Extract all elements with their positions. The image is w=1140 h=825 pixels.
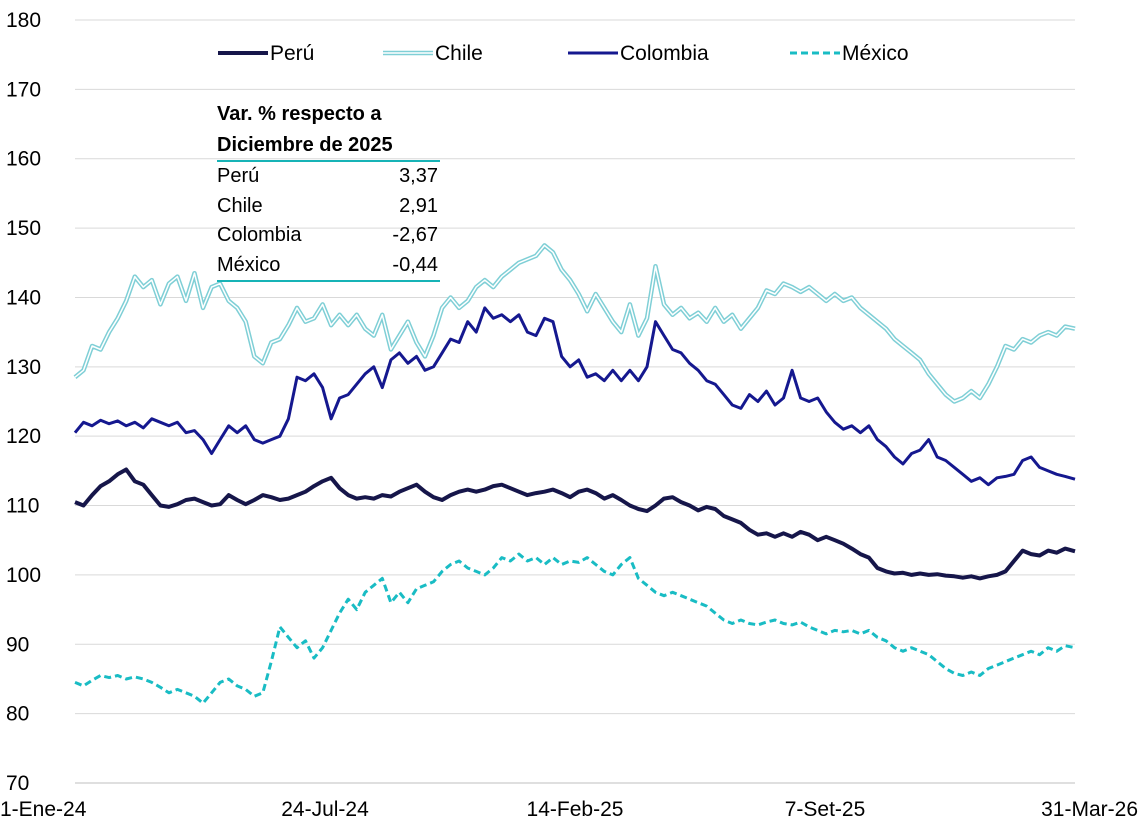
legend-label: Colombia [620, 42, 709, 65]
table-value: 2,91 [399, 194, 438, 217]
table-country: México [217, 253, 281, 276]
y-tick-label: 90 [6, 633, 29, 656]
series-lines [73, 243, 1076, 705]
x-axis: 1-Ene-24 24-Jul-24 14-Feb-25 7-Set-25 31-Mar… [0, 782, 1138, 821]
legend-item: Colombia [568, 42, 709, 65]
table-value: -2,67 [392, 224, 438, 246]
table-value: -0,44 [392, 253, 438, 276]
y-axis: 70 80 90 100 110 120 130 140 150 160 170 180 [6, 9, 41, 795]
y-tick-label: 140 [6, 286, 41, 309]
series-line-chile-inner [74, 244, 1076, 403]
table-value: 3,37 [399, 165, 438, 187]
legend-item: México [790, 42, 909, 65]
x-tick-label: 1-Ene-24 [0, 798, 87, 821]
table-country: Chile [217, 194, 263, 217]
table-title-line2: Diciembre de 2025 [217, 129, 440, 162]
table-row: México -0,44 [217, 251, 440, 282]
y-tick-label: 80 [6, 703, 29, 726]
legend-label: Chile [435, 42, 483, 65]
y-tick-label: 170 [6, 78, 41, 101]
series-line-mexico [74, 552, 1076, 705]
table-title-line1: Var. % respecto a [217, 103, 382, 125]
series-line-chile [73, 243, 1076, 404]
table-country: Perú [217, 165, 260, 187]
gridlines [75, 19, 1075, 715]
series-line-colombia [73, 306, 1076, 487]
table-country: Colombia [217, 224, 302, 246]
series-line-peru [74, 467, 1076, 581]
table-row: Colombia -2,67 [217, 221, 440, 251]
y-tick-label: 160 [6, 148, 41, 171]
x-tick-label: 24-Jul-24 [281, 798, 369, 821]
legend-item: Chile [383, 42, 483, 65]
table-row: Chile 2,91 [217, 192, 440, 222]
y-tick-label: 150 [6, 217, 41, 240]
y-tick-label: 100 [6, 564, 41, 587]
x-tick-label: 14-Feb-25 [527, 798, 624, 821]
y-tick-label: 130 [6, 356, 41, 379]
variation-table: Var. % respecto a Diciembre de 2025 Perú… [217, 98, 440, 282]
y-tick-label: 70 [6, 772, 29, 795]
legend-label: México [842, 42, 909, 65]
table-row: Perú 3,37 [217, 162, 440, 192]
legend: Perú Chile Colombia México [218, 42, 909, 65]
y-tick-label: 180 [6, 9, 41, 32]
y-tick-label: 110 [6, 495, 39, 518]
legend-item: Perú [218, 42, 314, 65]
x-tick-label: 7-Set-25 [785, 798, 866, 821]
x-tick-label: 31-Mar-26 [1041, 798, 1138, 821]
legend-label: Perú [270, 42, 314, 65]
y-tick-label: 120 [6, 425, 41, 448]
